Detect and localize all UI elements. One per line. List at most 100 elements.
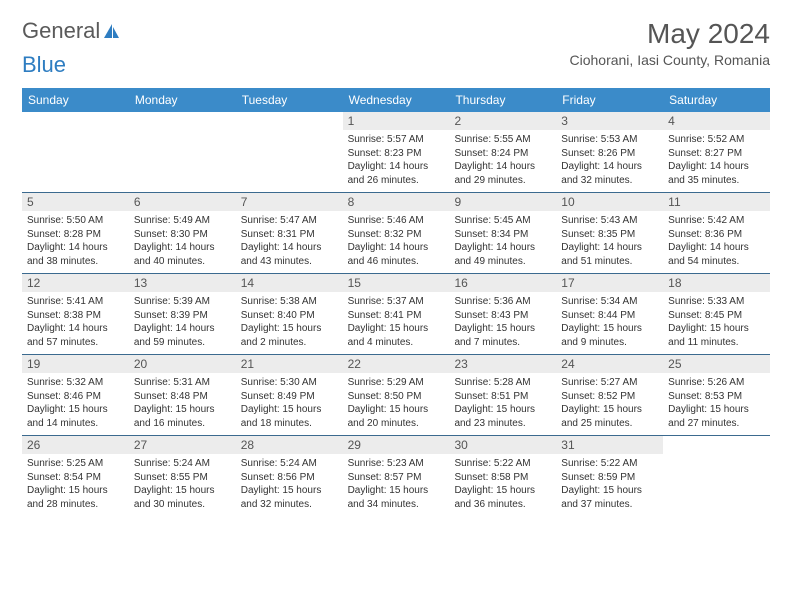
weekday-header: Saturday [663, 88, 770, 112]
sunrise-text: Sunrise: 5:31 AM [134, 376, 231, 390]
sunrise-text: Sunrise: 5:27 AM [561, 376, 658, 390]
day-number: 11 [663, 193, 770, 211]
day-number: 22 [343, 355, 450, 373]
day-number: 24 [556, 355, 663, 373]
day-number: 5 [22, 193, 129, 211]
sunrise-text: Sunrise: 5:42 AM [668, 214, 765, 228]
week-row: 26Sunrise: 5:25 AMSunset: 8:54 PMDayligh… [22, 436, 770, 516]
day-number: 3 [556, 112, 663, 130]
sunrise-text: Sunrise: 5:29 AM [348, 376, 445, 390]
daylight-text: Daylight: 15 hours and 27 minutes. [668, 403, 765, 430]
sunrise-text: Sunrise: 5:50 AM [27, 214, 124, 228]
sunrise-text: Sunrise: 5:52 AM [668, 133, 765, 147]
daylight-text: Daylight: 14 hours and 38 minutes. [27, 241, 124, 268]
sunset-text: Sunset: 8:53 PM [668, 390, 765, 404]
day-cell: 6Sunrise: 5:49 AMSunset: 8:30 PMDaylight… [129, 193, 236, 273]
day-cell: 19Sunrise: 5:32 AMSunset: 8:46 PMDayligh… [22, 355, 129, 435]
sunrise-text: Sunrise: 5:30 AM [241, 376, 338, 390]
empty-cell [129, 112, 236, 192]
day-cell: 22Sunrise: 5:29 AMSunset: 8:50 PMDayligh… [343, 355, 450, 435]
day-number: 17 [556, 274, 663, 292]
sunset-text: Sunset: 8:39 PM [134, 309, 231, 323]
sunrise-text: Sunrise: 5:45 AM [454, 214, 551, 228]
day-number: 8 [343, 193, 450, 211]
sunset-text: Sunset: 8:34 PM [454, 228, 551, 242]
sunrise-text: Sunrise: 5:41 AM [27, 295, 124, 309]
day-number: 10 [556, 193, 663, 211]
sunset-text: Sunset: 8:50 PM [348, 390, 445, 404]
day-cell: 25Sunrise: 5:26 AMSunset: 8:53 PMDayligh… [663, 355, 770, 435]
empty-cell [663, 436, 770, 516]
sunset-text: Sunset: 8:59 PM [561, 471, 658, 485]
day-cell: 11Sunrise: 5:42 AMSunset: 8:36 PMDayligh… [663, 193, 770, 273]
day-cell: 3Sunrise: 5:53 AMSunset: 8:26 PMDaylight… [556, 112, 663, 192]
daylight-text: Daylight: 15 hours and 7 minutes. [454, 322, 551, 349]
day-number: 31 [556, 436, 663, 454]
daylight-text: Daylight: 14 hours and 29 minutes. [454, 160, 551, 187]
day-cell: 4Sunrise: 5:52 AMSunset: 8:27 PMDaylight… [663, 112, 770, 192]
day-number: 19 [22, 355, 129, 373]
day-cell: 24Sunrise: 5:27 AMSunset: 8:52 PMDayligh… [556, 355, 663, 435]
day-cell: 20Sunrise: 5:31 AMSunset: 8:48 PMDayligh… [129, 355, 236, 435]
day-cell: 9Sunrise: 5:45 AMSunset: 8:34 PMDaylight… [449, 193, 556, 273]
day-number: 29 [343, 436, 450, 454]
day-number: 18 [663, 274, 770, 292]
daylight-text: Daylight: 15 hours and 34 minutes. [348, 484, 445, 511]
sunset-text: Sunset: 8:57 PM [348, 471, 445, 485]
day-cell: 2Sunrise: 5:55 AMSunset: 8:24 PMDaylight… [449, 112, 556, 192]
day-number: 30 [449, 436, 556, 454]
day-number: 26 [22, 436, 129, 454]
daylight-text: Daylight: 14 hours and 46 minutes. [348, 241, 445, 268]
weekday-header: Tuesday [236, 88, 343, 112]
day-number [22, 112, 129, 130]
day-number: 1 [343, 112, 450, 130]
sunrise-text: Sunrise: 5:57 AM [348, 133, 445, 147]
daylight-text: Daylight: 15 hours and 36 minutes. [454, 484, 551, 511]
day-cell: 30Sunrise: 5:22 AMSunset: 8:58 PMDayligh… [449, 436, 556, 516]
weekday-header: Thursday [449, 88, 556, 112]
logo-text-2: Blue [22, 52, 66, 78]
sunset-text: Sunset: 8:36 PM [668, 228, 765, 242]
day-number: 20 [129, 355, 236, 373]
daylight-text: Daylight: 14 hours and 32 minutes. [561, 160, 658, 187]
day-cell: 26Sunrise: 5:25 AMSunset: 8:54 PMDayligh… [22, 436, 129, 516]
day-cell: 16Sunrise: 5:36 AMSunset: 8:43 PMDayligh… [449, 274, 556, 354]
sunset-text: Sunset: 8:58 PM [454, 471, 551, 485]
sunrise-text: Sunrise: 5:49 AM [134, 214, 231, 228]
daylight-text: Daylight: 15 hours and 14 minutes. [27, 403, 124, 430]
daylight-text: Daylight: 14 hours and 51 minutes. [561, 241, 658, 268]
sunrise-text: Sunrise: 5:36 AM [454, 295, 551, 309]
day-number [236, 112, 343, 130]
sunset-text: Sunset: 8:23 PM [348, 147, 445, 161]
day-number: 7 [236, 193, 343, 211]
daylight-text: Daylight: 15 hours and 11 minutes. [668, 322, 765, 349]
calendar-page: General May 2024 Ciohorani, Iasi County,… [0, 0, 792, 534]
weekday-header-row: SundayMondayTuesdayWednesdayThursdayFrid… [22, 88, 770, 112]
daylight-text: Daylight: 14 hours and 40 minutes. [134, 241, 231, 268]
day-cell: 15Sunrise: 5:37 AMSunset: 8:41 PMDayligh… [343, 274, 450, 354]
daylight-text: Daylight: 15 hours and 23 minutes. [454, 403, 551, 430]
logo-text-1: General [22, 18, 100, 44]
logo: General [22, 18, 122, 44]
day-cell: 23Sunrise: 5:28 AMSunset: 8:51 PMDayligh… [449, 355, 556, 435]
day-number: 21 [236, 355, 343, 373]
sunrise-text: Sunrise: 5:32 AM [27, 376, 124, 390]
day-number: 9 [449, 193, 556, 211]
weekday-header: Sunday [22, 88, 129, 112]
day-cell: 28Sunrise: 5:24 AMSunset: 8:56 PMDayligh… [236, 436, 343, 516]
daylight-text: Daylight: 15 hours and 30 minutes. [134, 484, 231, 511]
day-cell: 31Sunrise: 5:22 AMSunset: 8:59 PMDayligh… [556, 436, 663, 516]
week-row: 19Sunrise: 5:32 AMSunset: 8:46 PMDayligh… [22, 355, 770, 436]
daylight-text: Daylight: 15 hours and 28 minutes. [27, 484, 124, 511]
weekday-header: Wednesday [343, 88, 450, 112]
sunset-text: Sunset: 8:31 PM [241, 228, 338, 242]
sunset-text: Sunset: 8:43 PM [454, 309, 551, 323]
sunset-text: Sunset: 8:27 PM [668, 147, 765, 161]
day-number: 28 [236, 436, 343, 454]
logo-sail-icon [102, 22, 122, 40]
day-cell: 13Sunrise: 5:39 AMSunset: 8:39 PMDayligh… [129, 274, 236, 354]
empty-cell [236, 112, 343, 192]
daylight-text: Daylight: 15 hours and 2 minutes. [241, 322, 338, 349]
day-cell: 5Sunrise: 5:50 AMSunset: 8:28 PMDaylight… [22, 193, 129, 273]
sunrise-text: Sunrise: 5:24 AM [241, 457, 338, 471]
